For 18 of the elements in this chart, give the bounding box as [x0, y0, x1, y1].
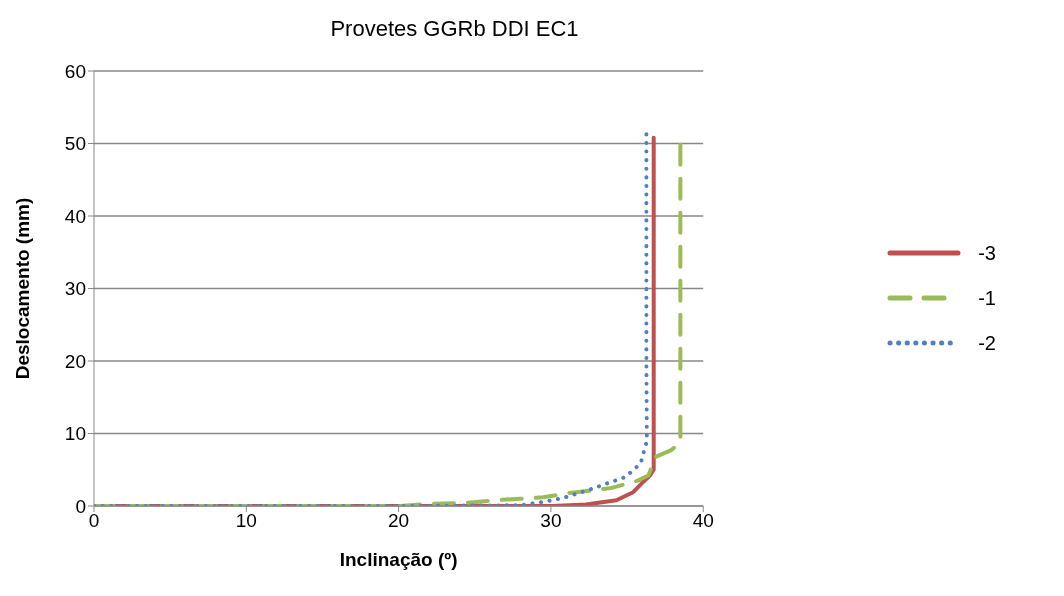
chart-title: Provetes GGRb DDI EC1 [329, 16, 580, 42]
y-tick-label: 20 [64, 350, 86, 372]
y-axis-title: Deslocamento (mm) [11, 197, 33, 380]
y-tick-label: 40 [64, 205, 86, 227]
y-tick-label: 10 [64, 423, 86, 445]
y-tick-label: 0 [75, 495, 86, 517]
legend-label: -2 [978, 331, 996, 355]
x-tick-label: 20 [388, 510, 410, 532]
x-tick-label: 30 [540, 510, 562, 532]
x-axis-title: Inclinação (º) [339, 549, 458, 570]
legend-label: -3 [978, 241, 996, 265]
y-tick-label: 30 [64, 278, 86, 300]
y-tick-label: 50 [64, 133, 86, 155]
y-tick-label: 60 [64, 60, 86, 82]
legend-label: -1 [978, 286, 996, 310]
x-tick-label: 10 [235, 510, 257, 532]
x-tick-label: 40 [692, 510, 714, 532]
x-tick-label: 0 [88, 510, 100, 532]
